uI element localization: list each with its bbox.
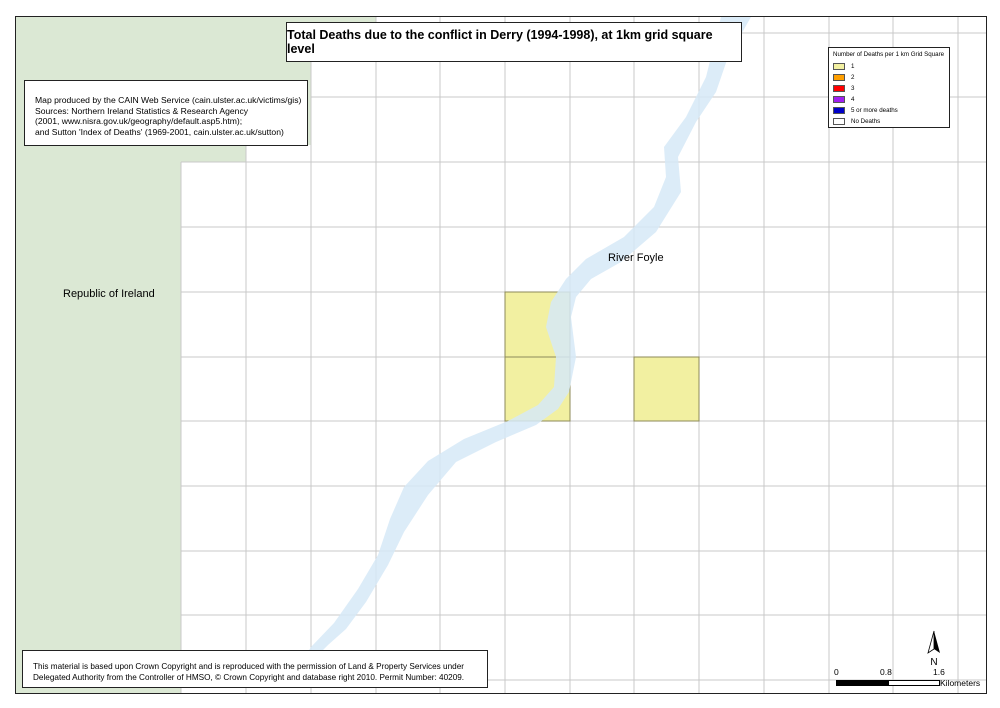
legend-label: 2 xyxy=(851,74,855,81)
source-note: Map produced by the CAIN Web Service (ca… xyxy=(24,80,308,146)
death-square xyxy=(633,356,700,422)
legend-label: No Deaths xyxy=(851,118,881,125)
map-frame: Total Deaths due to the conflict in Derr… xyxy=(15,16,987,694)
legend-label: 4 xyxy=(851,96,855,103)
river-foyle xyxy=(300,17,751,665)
legend-item: 5 or more deaths xyxy=(833,105,945,116)
legend-swatch xyxy=(833,74,845,81)
copyright-line: This material is based upon Crown Copyri… xyxy=(33,662,464,671)
copyright-line: Delegated Authority from the Controller … xyxy=(33,673,465,682)
legend-item: 2 xyxy=(833,72,945,83)
source-line: and Sutton 'Index of Deaths' (1969-2001,… xyxy=(35,126,284,137)
legend: Number of Deaths per 1 km Grid Square 1 … xyxy=(828,47,950,128)
republic-of-ireland-area xyxy=(16,17,376,693)
scale-units-label: Kilometers xyxy=(940,678,981,688)
scale-tick-label: 1.6 xyxy=(933,667,945,677)
legend-title: Number of Deaths per 1 km Grid Square xyxy=(833,51,945,58)
legend-swatch xyxy=(833,118,845,125)
legend-swatch xyxy=(833,96,845,103)
scale-bar-graphic xyxy=(836,680,940,686)
map-title: Total Deaths due to the conflict in Derr… xyxy=(286,22,742,62)
legend-item: 1 xyxy=(833,61,945,72)
legend-swatch xyxy=(833,63,845,70)
north-label: N xyxy=(930,657,937,668)
scale-tick-label: 0.8 xyxy=(880,667,892,677)
source-line: (2001, www.nisra.gov.uk/geography/defaul… xyxy=(35,116,243,126)
legend-swatch xyxy=(833,85,845,92)
source-line: Sources: Northern Ireland Statistics & R… xyxy=(35,105,249,116)
legend-label: 3 xyxy=(851,85,855,92)
republic-of-ireland-label: Republic of Ireland xyxy=(63,288,155,300)
source-line: Map produced by the CAIN Web Service (ca… xyxy=(35,95,302,105)
copyright-note: This material is based upon Crown Copyri… xyxy=(22,650,488,688)
legend-item: No Deaths xyxy=(833,116,945,127)
legend-item: 3 xyxy=(833,83,945,94)
river-foyle-label: River Foyle xyxy=(608,252,664,264)
legend-label: 5 or more deaths xyxy=(851,107,898,114)
legend-swatch xyxy=(833,107,845,114)
legend-item: 4 xyxy=(833,94,945,105)
north-arrow-icon: N xyxy=(927,630,940,668)
legend-label: 1 xyxy=(851,63,855,70)
scale-bar: 0 0.8 1.6 Kilometers xyxy=(834,667,984,693)
scale-tick-label: 0 xyxy=(834,667,839,677)
